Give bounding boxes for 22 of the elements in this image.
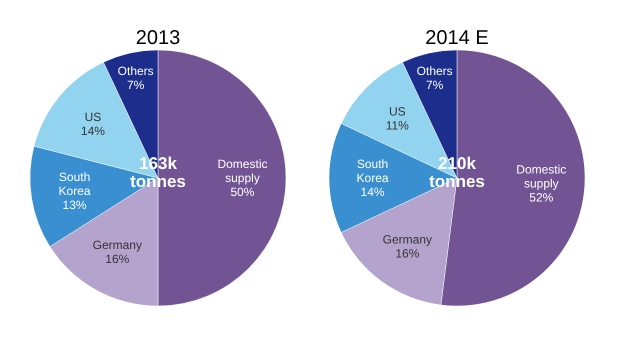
data-label: 16% <box>105 252 130 266</box>
slice-label: Domestic supply <box>217 157 268 185</box>
slice-label: South Korea <box>356 157 389 185</box>
slice-label: US <box>388 104 406 118</box>
chart-title: 2013 <box>136 27 180 49</box>
slice-label: South Korea <box>58 170 91 198</box>
data-label: 7% <box>126 78 145 92</box>
slice-label: Domestic supply <box>516 162 566 190</box>
slice-label: Germany <box>382 232 432 246</box>
slice-label: Others <box>416 64 453 78</box>
chart-title: 2014 E <box>425 27 489 49</box>
data-label: 52% <box>529 190 554 204</box>
data-label: 16% <box>395 246 420 260</box>
slice-label: Germany <box>92 238 142 252</box>
data-label: 11% <box>386 118 410 132</box>
data-label: 13% <box>62 198 87 212</box>
data-label: 7% <box>426 78 444 92</box>
data-label: 14% <box>360 185 385 199</box>
data-label: 50% <box>230 185 255 199</box>
slice-label: US <box>84 110 102 124</box>
data-label: 14% <box>80 124 106 138</box>
slice-label: Others <box>118 64 154 78</box>
